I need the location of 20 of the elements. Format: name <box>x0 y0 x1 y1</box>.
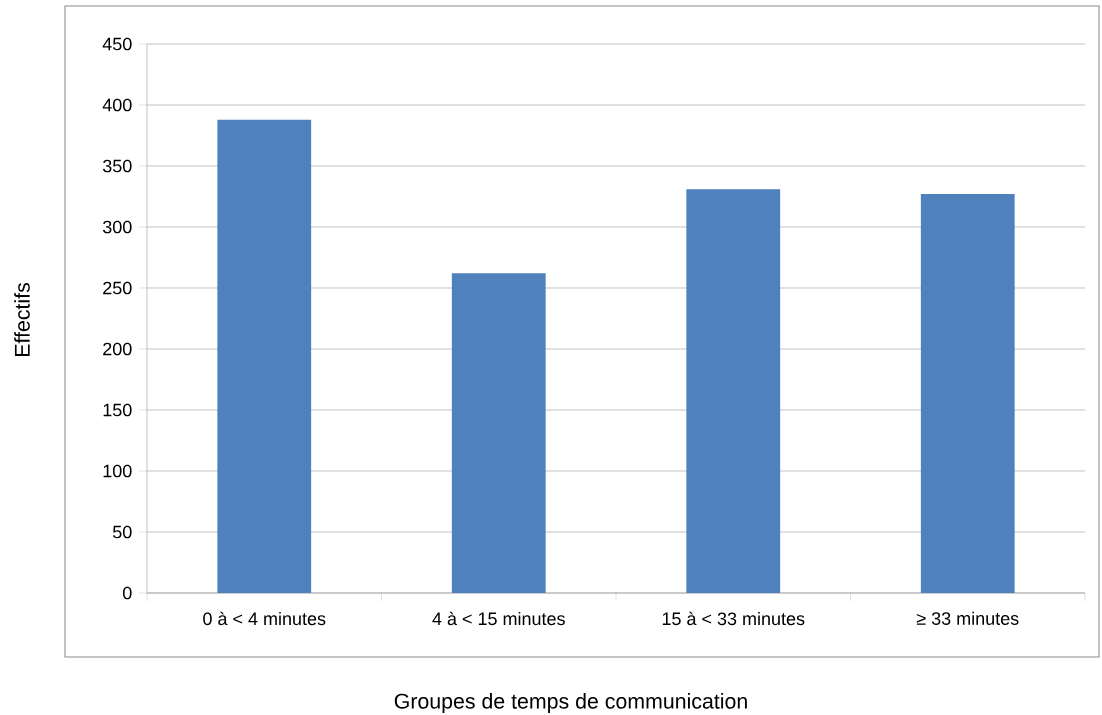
y-tick-label: 250 <box>103 281 132 295</box>
x-axis-title: Groupes de temps de communication <box>394 693 747 713</box>
x-tick-label: ≥ 33 minutes <box>916 611 1019 625</box>
y-tick-label: 50 <box>112 525 132 539</box>
x-tick-label: 15 à < 33 minutes <box>662 611 805 626</box>
y-tick-label: 350 <box>102 159 132 173</box>
y-tick-label: 150 <box>103 403 132 417</box>
y-axis-title: Effectifs <box>14 283 30 356</box>
y-tick-label: 400 <box>102 98 132 112</box>
bar <box>686 189 781 593</box>
y-tick-label: 300 <box>102 220 132 234</box>
y-tick-label: 100 <box>103 464 132 478</box>
y-tick-label: 450 <box>102 37 132 51</box>
x-tick-label: 4 à < 15 minutes <box>432 611 565 626</box>
y-tick-label: 0 <box>122 586 132 600</box>
bar <box>451 273 546 593</box>
bar <box>920 194 1015 593</box>
y-tick-label: 200 <box>103 342 132 356</box>
x-tick-label: 0 à < 4 minutes <box>203 611 326 626</box>
bar <box>217 119 312 593</box>
